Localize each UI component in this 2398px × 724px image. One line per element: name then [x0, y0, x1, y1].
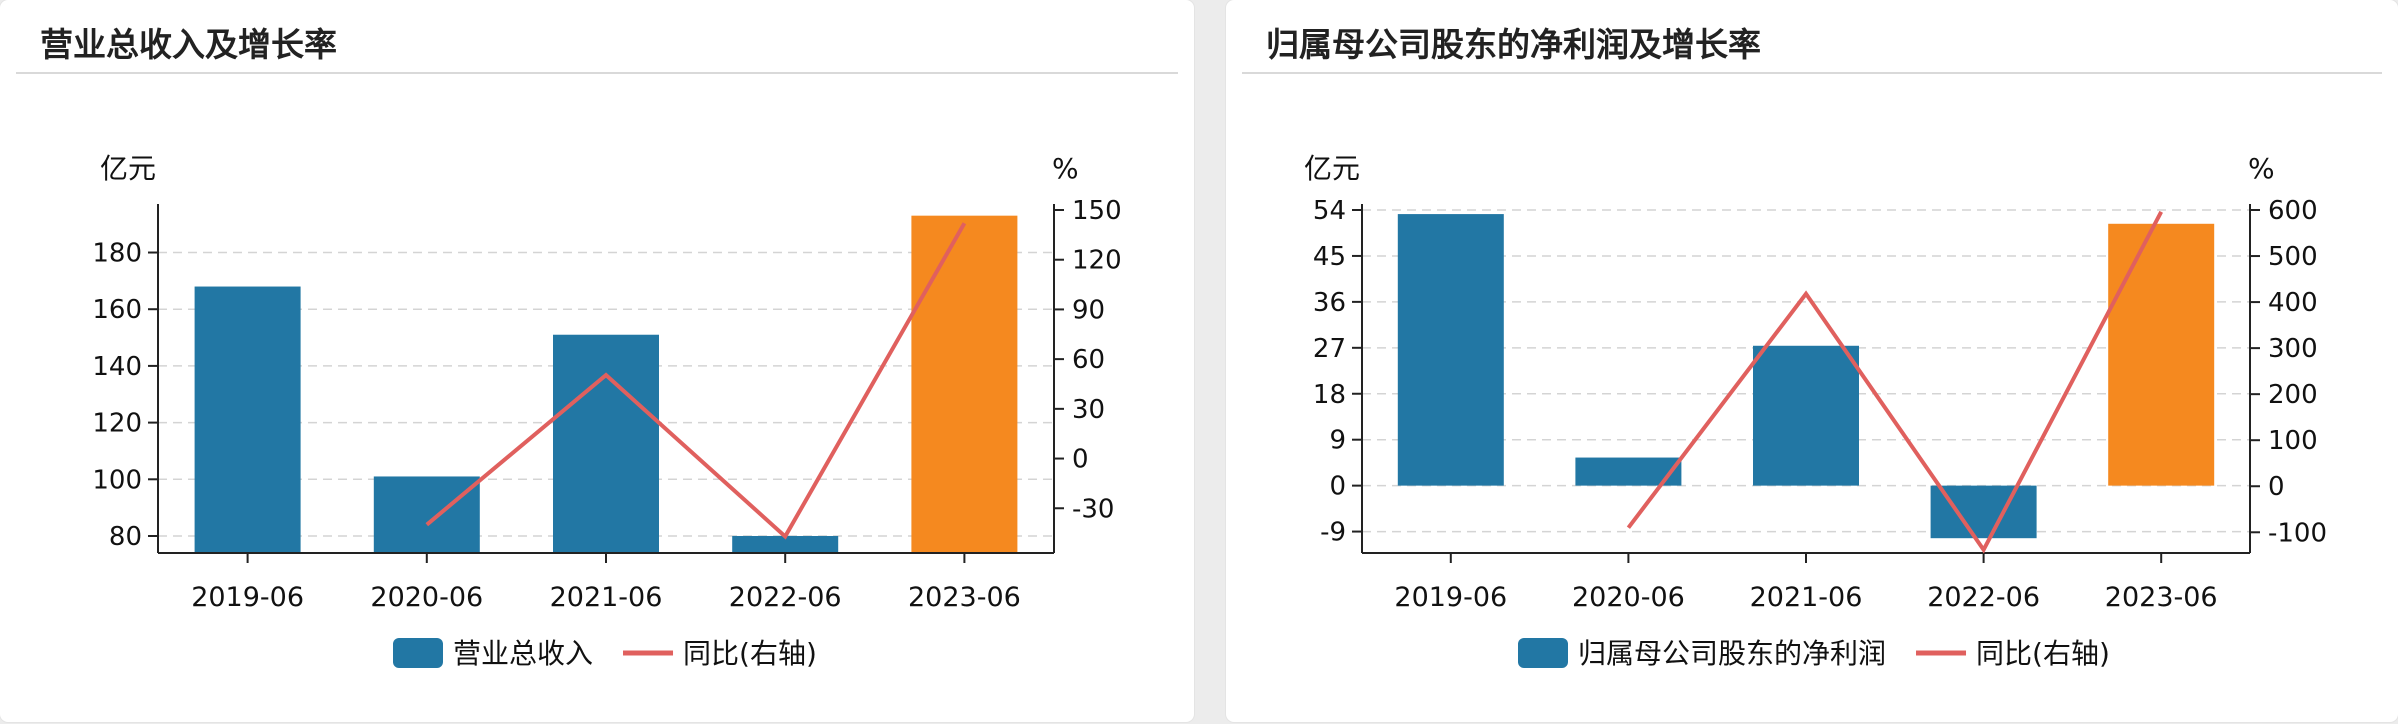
x-tick-label: 2019-06 — [1394, 582, 1507, 613]
right-tick-label: 100 — [2268, 426, 2318, 456]
panel-title: 归属母公司股东的净利润及增长率 — [1266, 25, 1761, 64]
left-tick-label: 45 — [1313, 242, 1346, 272]
x-tick-label: 2019-06 — [191, 582, 304, 613]
right-tick-label: 600 — [2268, 196, 2318, 226]
panel-header: 归属母公司股东的净利润及增长率 — [1242, 0, 2382, 74]
right-tick-label: 60 — [1072, 345, 1105, 375]
left-tick-label: 54 — [1313, 196, 1346, 226]
right-tick-label: -100 — [2268, 518, 2327, 548]
left-tick-label: 140 — [92, 352, 142, 382]
legend-bar-swatch — [1518, 638, 1568, 668]
yoy-line — [1626, 210, 2163, 554]
right-tick-label: 300 — [2268, 334, 2318, 364]
plot-area: 80 100 120 140 160 180 -30 0 30 60 90 120 150 亿元 % 2019… — [92, 152, 1121, 613]
left-tick-label: 0 — [1329, 472, 1346, 502]
net-profit-chart: -9 0 9 18 27 36 45 54 -100 0 100 200 300 400 500 600 亿元%… — [1304, 152, 2327, 670]
bar — [2108, 223, 2215, 486]
left-tick-label: 27 — [1313, 334, 1346, 364]
bar — [732, 535, 839, 553]
left-tick-label: -9 — [1320, 518, 1346, 548]
left-tick-label: 100 — [92, 465, 142, 495]
plot-area: -9 0 9 18 27 36 45 54 -100 0 100 200 300 400 500 600 亿元%… — [1304, 152, 2327, 613]
legend-line-label: 同比(右轴) — [683, 637, 817, 670]
revenue-panel: 营业总收入及增长率 80 100 120 140 160 180 -30 0 30 60 90 120… — [0, 0, 1194, 722]
x-tick-label: 2023-06 — [2105, 582, 2218, 613]
net-profit-panel: 归属母公司股东的净利润及增长率 -9 0 9 18 27 36 45 54 -100 0 100 20… — [1226, 0, 2398, 722]
bar — [1397, 214, 1504, 486]
y-right-label: % — [1052, 152, 1079, 185]
bar — [553, 334, 659, 553]
right-tick-label: 90 — [1072, 295, 1105, 325]
right-tick-label: 0 — [1072, 445, 1089, 475]
right-tick-label: 120 — [1072, 246, 1122, 276]
left-tick-label: 180 — [92, 239, 142, 269]
y-left-label: 亿元 — [100, 152, 156, 185]
legend: 归属母公司股东的净利润 同比(右轴) — [1518, 637, 2110, 670]
bar — [194, 286, 301, 553]
left-tick-label: 36 — [1313, 288, 1346, 318]
bar — [373, 476, 480, 553]
x-tick-label: 2021-06 — [550, 582, 663, 613]
left-tick-label: 120 — [92, 409, 142, 439]
right-tick-label: 500 — [2268, 242, 2318, 272]
revenue-chart: 80 100 120 140 160 180 -30 0 30 60 90 120 150 亿元 % 2019… — [92, 152, 1121, 670]
right-tick-label: 0 — [2268, 472, 2285, 502]
legend-bar-label: 归属母公司股东的净利润 — [1578, 637, 1886, 670]
left-tick-label: 18 — [1313, 380, 1346, 410]
right-tick-label: -30 — [1072, 494, 1114, 524]
right-tick-label: 200 — [2268, 380, 2318, 410]
panel-title: 营业总收入及增长率 — [40, 25, 337, 64]
right-tick-label: 150 — [1072, 196, 1122, 226]
x-tick-label: 2023-06 — [908, 582, 1021, 613]
panel-header: 营业总收入及增长率 — [16, 0, 1178, 74]
right-tick-label: 400 — [2268, 288, 2318, 318]
right-tick-label: 30 — [1072, 395, 1105, 425]
x-tick-label: 2020-06 — [370, 582, 483, 613]
bar — [1930, 485, 2037, 539]
bar — [911, 215, 1018, 553]
yoy-line — [425, 222, 967, 540]
legend: 营业总收入 同比(右轴) — [393, 637, 817, 670]
legend-bar-swatch — [393, 638, 443, 668]
y-right-label: % — [2248, 152, 2275, 185]
bar — [1753, 345, 1859, 486]
x-tick-label: 2020-06 — [1572, 582, 1685, 613]
legend-line-label: 同比(右轴) — [1976, 637, 2110, 670]
y-left-label: 亿元 — [1304, 152, 1360, 185]
left-tick-label: 9 — [1329, 426, 1346, 456]
x-tick-label: 2022-06 — [1927, 582, 2040, 613]
left-tick-label: 80 — [109, 522, 142, 552]
legend-bar-label: 营业总收入 — [453, 637, 593, 670]
left-tick-label: 160 — [92, 295, 142, 325]
x-tick-label: 2021-06 — [1750, 582, 1863, 613]
x-tick-label: 2022-06 — [729, 582, 842, 613]
